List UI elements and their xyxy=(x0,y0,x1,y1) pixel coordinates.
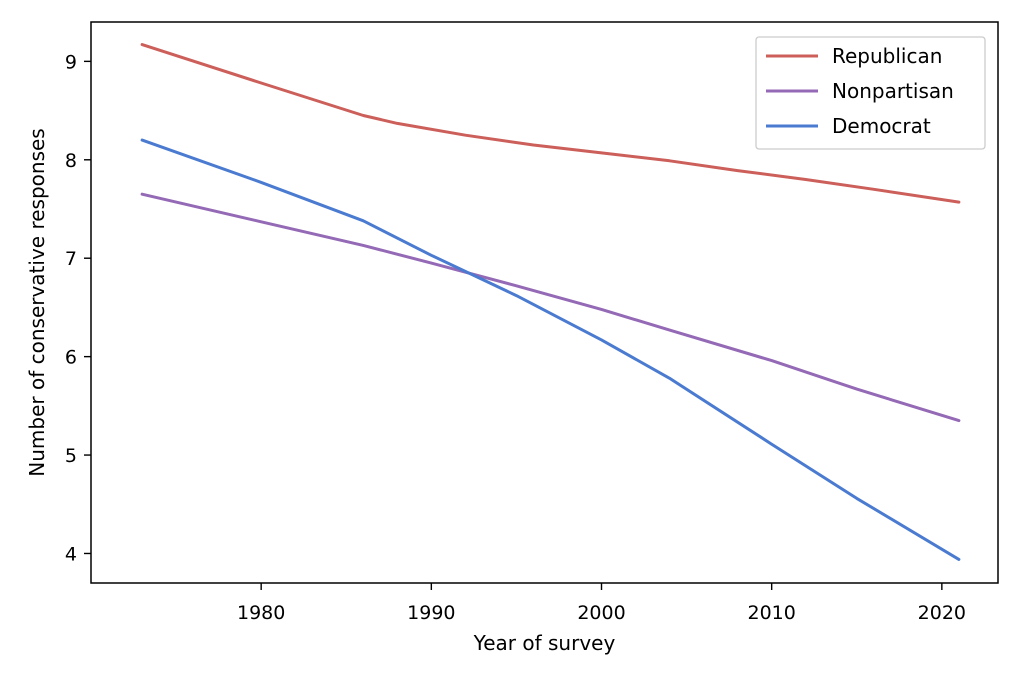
x-tick-label: 2020 xyxy=(918,602,966,624)
legend-label-democrat: Democrat xyxy=(832,114,931,138)
y-tick-label: 6 xyxy=(65,347,77,369)
x-tick-label: 1980 xyxy=(237,602,285,624)
legend-label-nonpartisan: Nonpartisan xyxy=(832,79,954,103)
x-axis-label: Year of survey xyxy=(473,631,616,655)
x-axis-ticks: 1980 1990 2000 2010 2020 xyxy=(237,583,966,624)
x-tick-label: 1990 xyxy=(407,602,455,624)
y-tick-label: 7 xyxy=(65,248,77,270)
series-line-democrat xyxy=(140,138,961,561)
y-tick-label: 4 xyxy=(65,543,77,565)
x-tick-label: 2000 xyxy=(577,602,625,624)
y-axis-ticks: 4 5 6 7 8 9 xyxy=(65,51,91,565)
y-tick-label: 8 xyxy=(65,150,77,172)
x-tick-label: 2010 xyxy=(747,602,795,624)
plot-frame xyxy=(90,21,999,584)
y-axis-label: Number of conservative responses xyxy=(25,128,49,476)
legend: Republican Nonpartisan Democrat xyxy=(755,36,986,150)
y-tick-label: 9 xyxy=(65,51,77,73)
legend-label-republican: Republican xyxy=(832,44,942,68)
y-tick-label: 5 xyxy=(65,445,77,467)
plot-lines xyxy=(140,43,961,561)
series-line-nonpartisan xyxy=(140,192,961,423)
legend-box xyxy=(755,36,986,150)
series-line-republican xyxy=(140,43,961,204)
